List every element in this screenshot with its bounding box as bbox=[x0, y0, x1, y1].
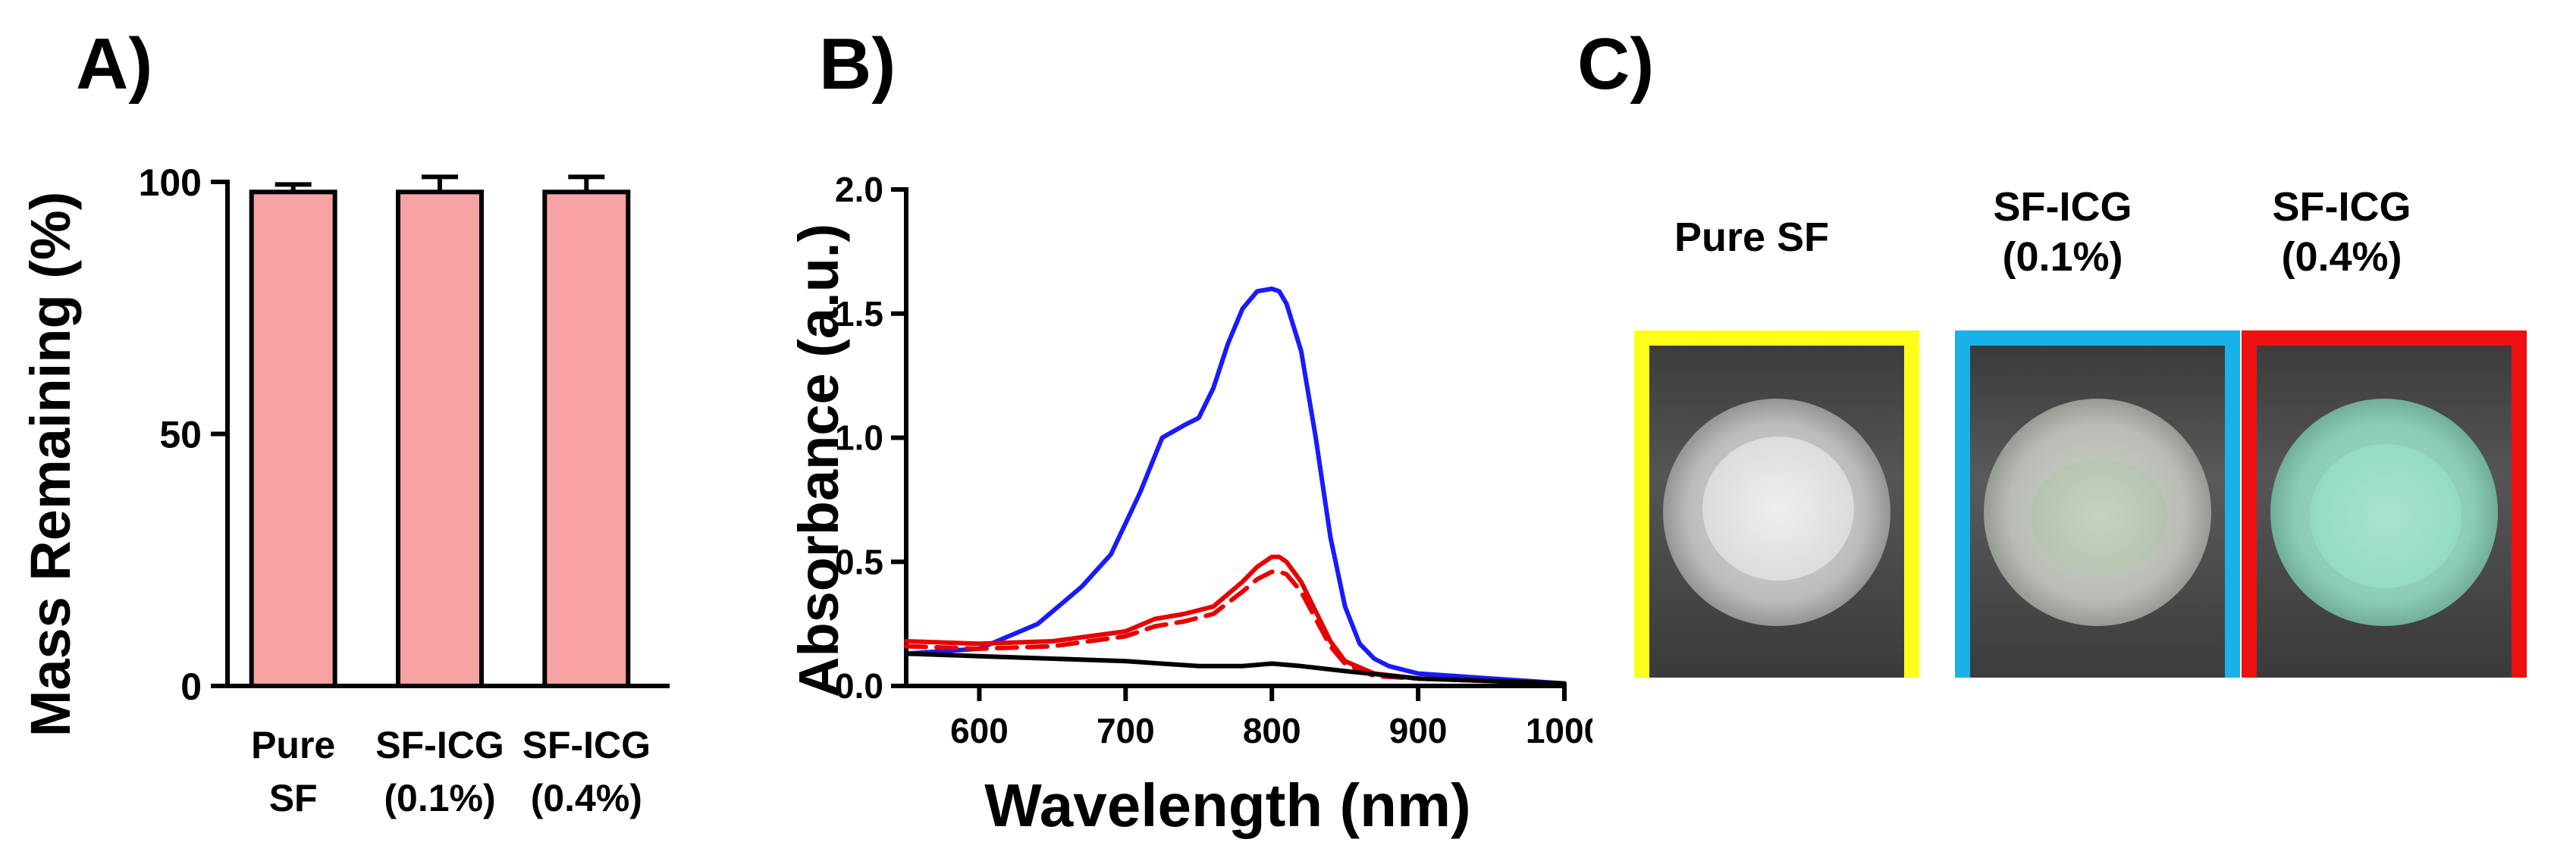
panel-label-a: A) bbox=[76, 23, 153, 105]
photo-label-sf-icg-04: SF-ICG (0.4%) bbox=[2272, 184, 2411, 280]
x-tick-label-2: SF-ICG (0.4%) bbox=[522, 724, 651, 819]
y-tick-label-0: 0.0 bbox=[835, 666, 883, 706]
y-tick-label-1: 0.5 bbox=[835, 542, 883, 581]
panel-label-b: B) bbox=[819, 23, 896, 105]
photo-label-pure-sf: Pure SF bbox=[1674, 214, 1830, 260]
x-tick-label-1: 700 bbox=[1097, 711, 1155, 750]
x-tick-label-3: 900 bbox=[1389, 711, 1448, 750]
x-tick-label-4: 1000 bbox=[1526, 711, 1592, 750]
x-tick-label-2: 800 bbox=[1243, 711, 1301, 750]
y-tick-label-1: 50 bbox=[159, 414, 202, 456]
mass-remaining-chart: 0 50 100 Pure SF SF-ICG (0.1%)SF-ICG (0.4%) Mass… bbox=[19, 161, 670, 819]
y-tick-label-0: 0 bbox=[180, 665, 202, 708]
y-axis-title: Mass Remaining (%) bbox=[19, 192, 82, 737]
panel-label-c: C) bbox=[1577, 23, 1655, 105]
absorbance-chart: 0.0 0.5 1.0 1.5 2.0 600 700 800 900 1000 Wavelengt… bbox=[787, 170, 1592, 839]
bar-0 bbox=[249, 189, 337, 689]
x-tick-label-0: Pure SF bbox=[251, 724, 335, 819]
x-tick-label-1: SF-ICG (0.1%) bbox=[375, 724, 504, 819]
y-tick-label-2: 1.0 bbox=[835, 418, 883, 458]
series-line-blue bbox=[904, 287, 1567, 686]
photo-well-sf-icg-04 bbox=[2242, 330, 2527, 678]
photo-label-sf-icg-01: SF-ICG (0.1%) bbox=[1993, 184, 2132, 280]
photo-well-sf-icg-01 bbox=[1955, 330, 2240, 678]
y-axis-title: Absorbance (a.u.) bbox=[787, 224, 850, 697]
x-tick-label-0: 600 bbox=[950, 711, 1009, 750]
series-line-black bbox=[904, 651, 1567, 686]
photo-well-pure-sf bbox=[1634, 330, 1919, 678]
y-tick-label-4: 2.0 bbox=[835, 170, 883, 209]
bar-1 bbox=[396, 189, 484, 689]
y-tick-label-2: 100 bbox=[139, 161, 202, 204]
x-axis-title: Wavelength (nm) bbox=[984, 772, 1470, 839]
bar-2 bbox=[542, 189, 631, 689]
y-tick-label-3: 1.5 bbox=[835, 294, 883, 333]
